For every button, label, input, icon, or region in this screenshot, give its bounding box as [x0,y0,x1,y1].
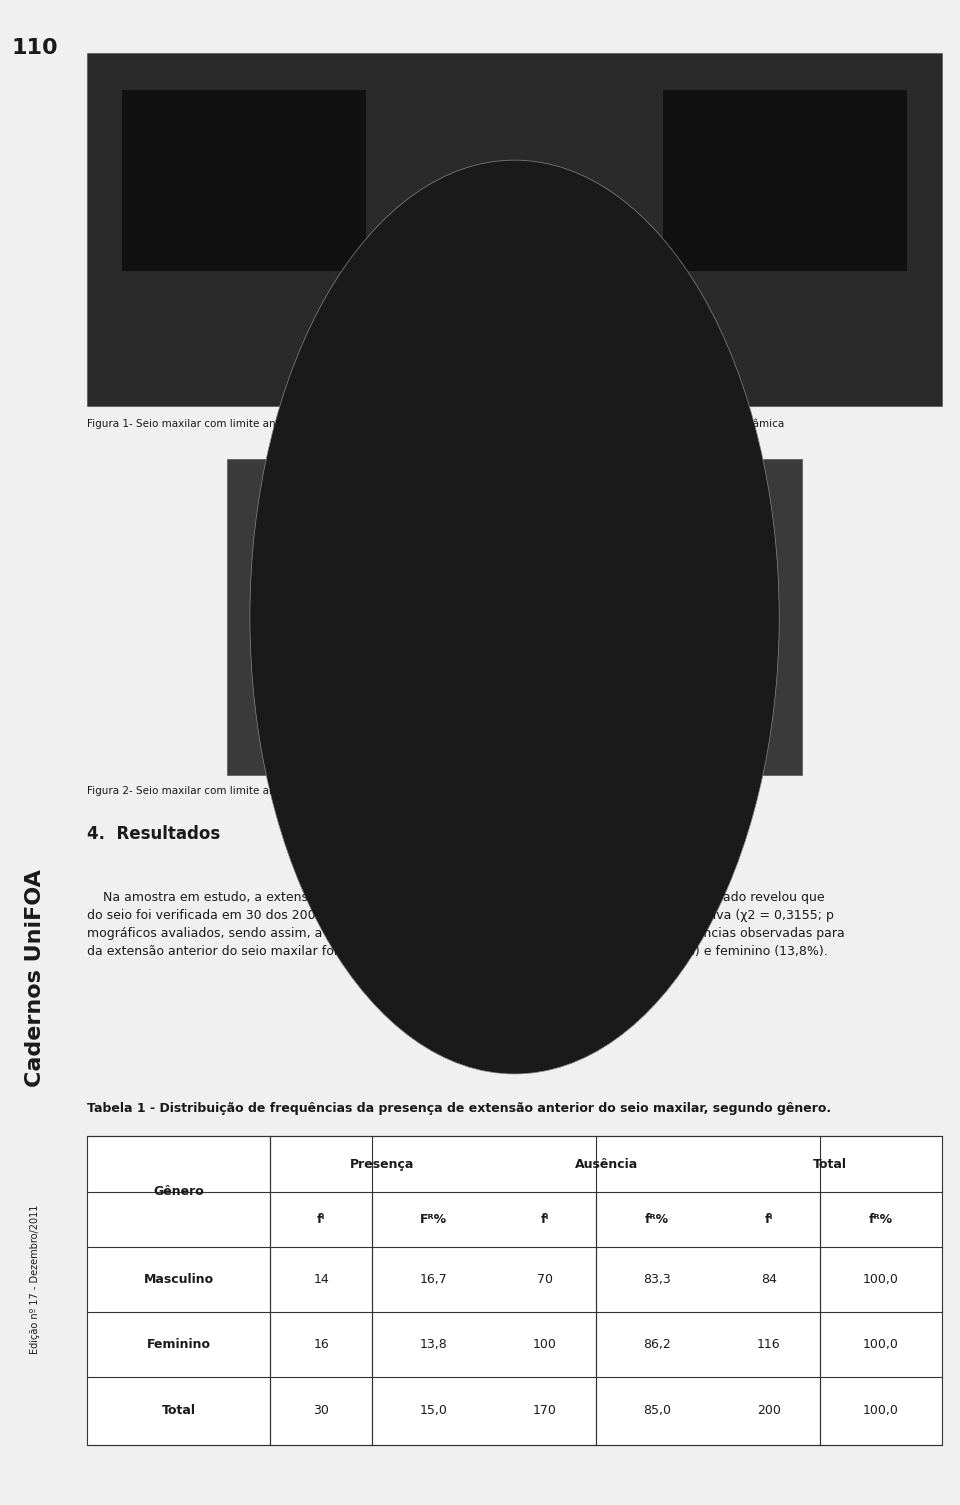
Text: 116: 116 [757,1338,780,1351]
Text: Tabela 1 - Distribuição de frequências da presença de extensão anterior do seio : Tabela 1 - Distribuição de frequências d… [87,1102,831,1115]
Text: Total: Total [813,1157,847,1171]
Bar [227,459,803,775]
Text: 4.  Resultados: 4. Resultados [87,825,221,843]
Text: 170: 170 [533,1404,557,1418]
Text: fᴵ: fᴵ [317,1213,325,1227]
Text: Fᴿ%: Fᴿ% [420,1213,446,1227]
Text: fᴿ%: fᴿ% [869,1213,893,1227]
Text: (Tabela 1). O teste de qui-quadrado revelou que
não houve diferença significativ: (Tabela 1). O teste de qui-quadrado reve… [523,891,845,959]
Text: Feminino: Feminino [147,1338,211,1351]
Text: 70: 70 [537,1273,553,1287]
Text: 100,0: 100,0 [863,1273,899,1287]
Text: Ausência: Ausência [574,1157,637,1171]
Text: fᴵ: fᴵ [540,1213,549,1227]
Bar [662,90,907,271]
Text: 100: 100 [533,1338,557,1351]
Text: Total: Total [162,1404,196,1418]
Text: Figura 2- Seio maxilar com limite anterior na região dos primeiros pré-molares, : Figura 2- Seio maxilar com limite anteri… [87,786,754,796]
Text: 200: 200 [756,1404,780,1418]
Text: 13,8: 13,8 [420,1338,447,1351]
Text: Presença: Presença [350,1157,415,1171]
Bar [87,1136,942,1445]
Text: Cadernos UniFOA: Cadernos UniFOA [25,870,44,1087]
Text: Na amostra em estudo, a extensão anterior
do seio foi verificada em 30 dos 200 e: Na amostra em estudo, a extensão anterio… [87,891,399,959]
Text: 16: 16 [314,1338,329,1351]
Circle shape [250,160,780,1075]
Text: fᴿ%: fᴿ% [645,1213,669,1227]
Bar [122,90,367,271]
Text: 100,0: 100,0 [863,1404,899,1418]
Text: 100,0: 100,0 [863,1338,899,1351]
Text: 86,2: 86,2 [643,1338,671,1351]
Text: 85,0: 85,0 [643,1404,671,1418]
Text: Masculino: Masculino [144,1273,214,1287]
Text: fᴵ: fᴵ [764,1213,773,1227]
Text: Edição nº 17 - Dezembro/2011: Edição nº 17 - Dezembro/2011 [30,1204,39,1354]
Text: 16,7: 16,7 [420,1273,447,1287]
Text: 14: 14 [314,1273,329,1287]
Text: 83,3: 83,3 [643,1273,671,1287]
Bar [87,53,942,406]
Text: 84: 84 [761,1273,777,1287]
Text: 30: 30 [313,1404,329,1418]
Text: Gênero: Gênero [154,1186,204,1198]
Text: 15,0: 15,0 [420,1404,447,1418]
Text: 110: 110 [12,38,58,57]
Text: Figura 1- Seio maxilar com limite anterior na regão dos primeiros pré-molares, b: Figura 1- Seio maxilar com limite anteri… [87,418,784,429]
